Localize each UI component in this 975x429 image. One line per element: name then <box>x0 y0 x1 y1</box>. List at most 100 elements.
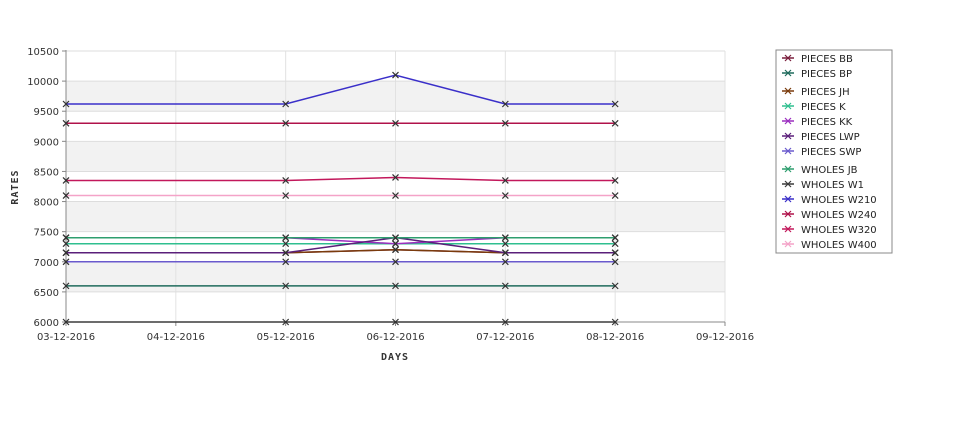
data-point-wholes-w210 <box>392 71 399 79</box>
legend-item-wholes-w400: WHOLES W400 <box>782 240 877 251</box>
data-point-wholes-w210 <box>62 100 70 108</box>
data-point-pieces-bp <box>611 282 619 290</box>
data-point-wholes-jb <box>392 234 399 242</box>
data-point-wholes-w400 <box>611 192 619 199</box>
data-point-wholes-w240 <box>62 119 70 127</box>
legend-label: WHOLES W320 <box>801 225 877 236</box>
legend-marker-wholes-w240 <box>784 210 792 218</box>
x-tick-label: 04-12-2016 <box>147 332 205 343</box>
y-tick-label: 8500 <box>34 167 59 178</box>
legend-label: PIECES BB <box>801 54 853 65</box>
data-point-wholes-w320 <box>62 177 70 184</box>
data-point-wholes-w240 <box>392 119 399 127</box>
legend-label: PIECES LWP <box>801 132 860 143</box>
legend-box <box>775 49 893 254</box>
legend-label: PIECES K <box>801 102 846 113</box>
data-point-pieces-swp <box>501 258 509 266</box>
legend-item-pieces-lwp: PIECES LWP <box>782 132 860 143</box>
y-tick-label: 9000 <box>34 137 59 148</box>
data-point-wholes-w320 <box>282 177 290 184</box>
data-point-pieces-k <box>501 240 509 248</box>
x-tick-label: 09-12-2016 <box>696 332 754 343</box>
y-tick-label: 6000 <box>34 318 59 329</box>
data-point-wholes-jb <box>282 234 290 242</box>
data-point-wholes-w210 <box>611 100 619 108</box>
data-point-pieces-bp <box>392 282 399 290</box>
x-tick-label: 07-12-2016 <box>476 332 534 343</box>
data-point-wholes-w1 <box>62 318 70 326</box>
data-point-wholes-w240 <box>501 119 509 127</box>
data-point-wholes-w320 <box>611 177 619 184</box>
legend-item-wholes-w210: WHOLES W210 <box>782 195 877 206</box>
y-tick-label: 10500 <box>27 47 59 58</box>
data-point-pieces-kk <box>392 240 399 248</box>
legend-marker-pieces-kk <box>784 117 792 125</box>
legend-marker-pieces-k <box>784 102 792 110</box>
legend-item-pieces-bp: PIECES BP <box>782 69 852 80</box>
data-point-pieces-swp <box>392 258 399 266</box>
data-point-wholes-w400 <box>62 192 70 199</box>
legend-marker-pieces-bb <box>784 54 792 62</box>
legend-marker-pieces-swp <box>784 147 792 155</box>
x-tick-label: 05-12-2016 <box>257 332 315 343</box>
data-point-wholes-w1 <box>611 318 619 326</box>
data-point-wholes-jb <box>62 234 70 242</box>
legend-label: WHOLES W240 <box>801 210 877 221</box>
x-tick-label: 03-12-2016 <box>37 332 95 343</box>
y-tick-label: 9500 <box>34 107 59 118</box>
data-point-wholes-w1 <box>282 318 290 326</box>
legend-item-pieces-kk: PIECES KK <box>782 117 853 128</box>
legend-label: WHOLES W1 <box>801 180 864 191</box>
y-axis-label: RATES <box>10 169 21 204</box>
data-point-wholes-w240 <box>282 119 290 127</box>
data-point-pieces-bp <box>282 282 290 290</box>
legend-marker-pieces-bp <box>784 69 792 77</box>
data-point-pieces-jh <box>392 246 399 254</box>
data-point-pieces-k <box>282 240 290 248</box>
data-point-pieces-lwp <box>611 249 619 257</box>
legend-item-wholes-w1: WHOLES W1 <box>782 180 864 191</box>
tick-labels: 6000 6500 7000 7500 8000 8500 9000 9500 10000 105… <box>27 47 754 343</box>
x-tick-label: 06-12-2016 <box>366 332 424 343</box>
legend-item-wholes-w320: WHOLES W320 <box>782 225 877 236</box>
legend-label: WHOLES W210 <box>801 195 877 206</box>
data-point-pieces-k <box>611 240 619 248</box>
data-point-pieces-k <box>62 240 70 248</box>
legend-marker-wholes-w1 <box>784 180 792 188</box>
y-tick-label: 8000 <box>34 198 59 209</box>
legend-marker-wholes-w400 <box>784 240 792 248</box>
legend-item-pieces-jh: PIECES JH <box>782 87 850 98</box>
legend-marker-pieces-jh <box>784 87 792 95</box>
series-points <box>62 71 619 326</box>
y-tick-label: 6500 <box>34 288 59 299</box>
legend-label: PIECES KK <box>801 117 853 128</box>
legend-marker-wholes-w210 <box>784 195 792 203</box>
data-point-pieces-lwp <box>282 249 290 257</box>
data-point-pieces-swp <box>611 258 619 266</box>
legend-marker-wholes-jb <box>784 165 792 173</box>
data-point-wholes-w400 <box>392 192 399 199</box>
data-point-wholes-w400 <box>282 192 290 199</box>
x-tick-label: 08-12-2016 <box>586 332 644 343</box>
legend-label: PIECES JH <box>801 87 850 98</box>
legend-item-wholes-w240: WHOLES W240 <box>782 210 877 221</box>
legend-label: PIECES BP <box>801 69 852 80</box>
data-point-wholes-w1 <box>392 318 399 326</box>
legend-item-pieces-k: PIECES K <box>782 102 846 113</box>
data-point-pieces-lwp <box>62 249 70 257</box>
data-point-wholes-w400 <box>501 192 509 199</box>
legend-marker-pieces-lwp <box>784 132 792 140</box>
data-point-wholes-w1 <box>501 318 509 326</box>
data-point-wholes-w320 <box>501 177 509 184</box>
legend-item-pieces-swp: PIECES SWP <box>782 147 861 158</box>
data-point-wholes-w320 <box>392 174 399 181</box>
legend-label: PIECES SWP <box>801 147 861 158</box>
data-point-pieces-bp <box>501 282 509 290</box>
legend-marker-wholes-w320 <box>784 225 792 233</box>
legend-item-pieces-bb: PIECES BB <box>782 54 853 65</box>
legend-label: WHOLES W400 <box>801 240 877 251</box>
data-point-pieces-lwp <box>501 249 509 257</box>
legend: PIECES BB PIECES BP PIECES JH PIECES K PIECE… <box>775 49 893 254</box>
data-point-wholes-jb <box>501 234 509 242</box>
